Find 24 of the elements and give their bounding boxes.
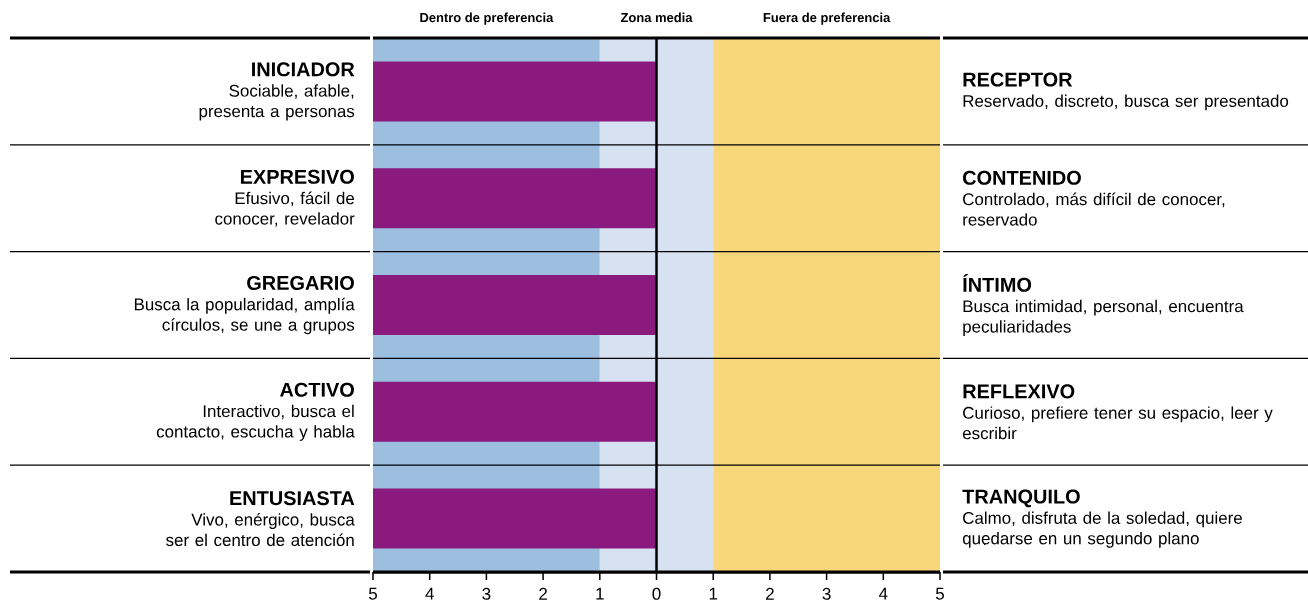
text: REFLEXIVO Curioso, prefiere tener su espacio, leer y escribir xyxy=(962,384,1273,440)
x-tick-label: 3 xyxy=(822,587,831,600)
text: RECEPTOR Reservado, discreto, busca ser presentado xyxy=(963,72,1289,111)
text: CONTENIDO Controlado, más difícil de conocer, reservado xyxy=(963,170,1225,226)
x-tick-label: 5 xyxy=(935,587,944,600)
x-tick-label: 0 xyxy=(652,587,661,600)
x-tick-label: 1 xyxy=(709,587,718,600)
x-tick-label: 1 xyxy=(596,587,604,600)
band-label: Dentro de preferencia xyxy=(420,12,554,25)
band-label: Zona media xyxy=(620,12,693,23)
x-tick-label: 2 xyxy=(539,587,547,600)
x-tick-label: 2 xyxy=(766,587,774,600)
x-tick-label: 4 xyxy=(425,587,434,600)
text: TRANQUILO Calmo, disfruta de la soledad, quiere quedarse en un segundo plano xyxy=(962,489,1242,548)
y-tick-label: ENTUSIASTA Vivo, enérgico, busca ser el centro de atención xyxy=(166,491,355,547)
y-tick-label: GREGARIO Busca la popularidad, amplía círculos, se une a grupos xyxy=(134,275,355,335)
x-tick-label: 4 xyxy=(878,587,888,600)
x-tick-label: 3 xyxy=(482,587,491,600)
x-tick-label: 5 xyxy=(368,587,377,600)
text: ÍNTIMO Busca intimidad, personal, encuentra peculiaridades xyxy=(963,274,1244,337)
band-label: Fuera de preferencia xyxy=(763,12,891,25)
y-tick-label: EXPRESIVO Efusivo, fácil de conocer, revelador xyxy=(215,169,355,227)
y-tick-label: ACTIVO Interactivo, busca el contacto, escucha y habla xyxy=(156,382,355,441)
y-tick-label: INICIADOR Sociable, afable, presenta a personas xyxy=(199,62,355,121)
